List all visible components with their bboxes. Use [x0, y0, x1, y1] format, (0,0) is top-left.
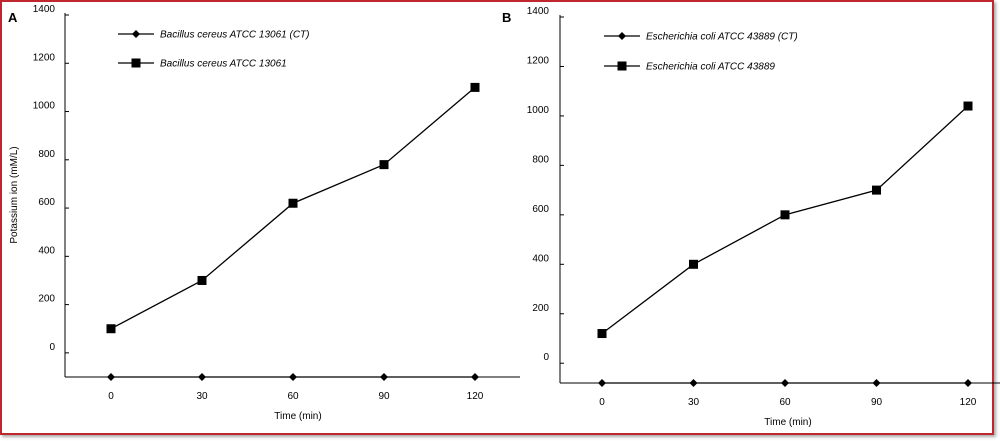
x-tick-label: 30 — [688, 397, 700, 408]
y-tick-label: 800 — [532, 154, 549, 165]
legend-entry: Bacillus cereus ATCC 13061 (CT) — [160, 30, 310, 41]
legend-marker-square — [131, 58, 141, 68]
data-point-square — [689, 259, 698, 269]
y-tick-label: 1400 — [33, 4, 56, 15]
series-line-square — [601, 105, 969, 335]
legend-marker-diamond — [618, 32, 626, 40]
data-point-diamond — [198, 373, 206, 381]
y-tick-label: 1400 — [527, 6, 550, 17]
legend-entry: Bacillus cereus ATCC 13061 — [160, 59, 287, 70]
series-line-square — [110, 86, 476, 330]
y-tick-label: 1200 — [33, 52, 56, 63]
legend-marker-square — [617, 61, 627, 71]
data-point-diamond — [289, 373, 297, 381]
data-point-diamond — [689, 379, 698, 387]
x-tick-label: 90 — [378, 391, 390, 402]
chart-panel-a: A 0 200 400 600 800 1000 1200 1400 0 30 60 90 120 Time… — [8, 4, 520, 422]
y-tick-label: 400 — [38, 245, 55, 256]
x-tick-label: 0 — [599, 397, 605, 408]
data-point-diamond — [380, 373, 388, 381]
y-tick-label: 200 — [532, 303, 549, 314]
y-axis-label: Potassium ion (mM/L) — [9, 146, 20, 243]
x-tick-label: 30 — [196, 391, 208, 402]
x-tick-label: 60 — [287, 391, 299, 402]
data-point-diamond — [107, 373, 115, 381]
data-point-diamond — [471, 373, 479, 381]
data-point-diamond — [872, 379, 881, 387]
data-point-square — [872, 185, 881, 195]
y-tick-label: 200 — [38, 294, 55, 305]
y-tick-label: 1000 — [527, 105, 550, 116]
x-tick-label: 120 — [960, 397, 977, 408]
data-point-diamond — [781, 379, 789, 387]
y-tick-label: 800 — [38, 149, 55, 160]
legend-entry: Escherichia coli ATCC 43889 (CT) — [646, 32, 798, 43]
data-point-square — [780, 210, 790, 220]
x-tick-label: 120 — [467, 391, 484, 402]
panel-label: B — [502, 10, 511, 25]
y-tick-label: 600 — [38, 197, 55, 208]
legend-marker-diamond — [132, 30, 140, 38]
data-point-square — [197, 275, 207, 285]
x-tick-label: 90 — [871, 397, 883, 408]
y-tick-label: 600 — [532, 204, 549, 215]
chart-panel-b: B 0 200 400 600 800 1000 1200 1400 0 30 60 90 120 Time… — [502, 6, 1000, 428]
x-axis-label: Time (min) — [764, 417, 811, 428]
x-axis-label: Time (min) — [274, 411, 321, 422]
y-tick-label: 1200 — [527, 55, 550, 66]
y-tick-label: 0 — [543, 352, 549, 363]
y-tick-label: 0 — [49, 342, 55, 353]
data-point-diamond — [964, 379, 972, 387]
y-tick-label: 1000 — [33, 101, 56, 112]
x-tick-label: 60 — [779, 397, 791, 408]
data-point-square — [597, 329, 607, 339]
x-tick-label: 0 — [108, 391, 114, 402]
data-point-square — [379, 160, 389, 170]
panel-label: A — [8, 10, 18, 25]
data-point-diamond — [598, 379, 606, 387]
data-point-square — [470, 82, 480, 92]
data-point-square — [288, 198, 298, 208]
data-point-square — [963, 101, 973, 111]
y-tick-label: 400 — [532, 253, 549, 264]
data-point-square — [106, 324, 116, 334]
legend-entry: Escherichia coli ATCC 43889 — [646, 62, 775, 73]
